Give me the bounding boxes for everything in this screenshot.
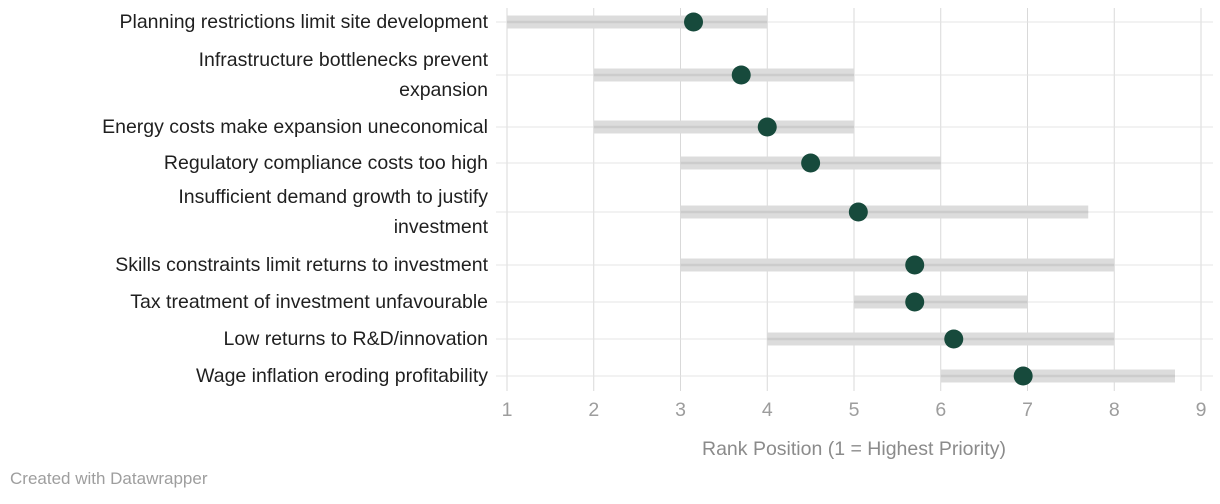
row-label: Infrastructure bottlenecks prevent expans… <box>8 45 488 105</box>
row-label: Tax treatment of investment unfavourable <box>8 287 488 317</box>
row-label: Energy costs make expansion uneconomical <box>8 112 488 142</box>
x-tick-label: 8 <box>1109 399 1120 421</box>
row-label-line: Wage inflation eroding profitability <box>196 365 488 387</box>
x-tick-label: 7 <box>1022 399 1033 421</box>
row-label-line: Planning restrictions limit site develop… <box>119 11 488 33</box>
rank-dot <box>731 65 751 85</box>
chart-plot: 1 2 3 4 5 6 7 8 9 Rank Position (1 = Highest Prio… <box>496 8 1213 460</box>
row-label: Low returns to R&D/innovation <box>8 324 488 354</box>
x-tick-label: 1 <box>502 399 513 421</box>
row-label-line: Regulatory compliance costs too high <box>163 152 488 174</box>
rank-dot <box>1013 366 1033 386</box>
rank-dot <box>848 202 868 222</box>
row-label: Insufficient demand growth to justify inv… <box>8 182 488 242</box>
row-labels: Planning restrictions limit site develop… <box>8 7 488 391</box>
row-label-line: Infrastructure bottlenecks prevent <box>198 49 488 71</box>
x-tick-label: 5 <box>849 399 860 421</box>
x-tick-label: 6 <box>935 399 946 421</box>
row-label-line: Energy costs make expansion uneconomical <box>102 116 488 138</box>
row-label: Wage inflation eroding profitability <box>8 361 488 391</box>
row-label: Skills constraints limit returns to inve… <box>8 250 488 280</box>
row-label-line: expansion <box>399 79 488 101</box>
rank-dot <box>905 292 925 312</box>
x-axis-title: Rank Position (1 = Highest Priority) <box>702 438 1006 460</box>
rank-dot <box>801 153 821 173</box>
x-tick-label: 9 <box>1196 399 1207 421</box>
datawrapper-credit: Created with Datawrapper <box>10 469 208 488</box>
rank-dot <box>757 117 777 137</box>
rank-dot <box>944 329 964 349</box>
x-tick-label: 2 <box>588 399 599 421</box>
row-label-line: investment <box>393 216 488 238</box>
x-tick-label: 4 <box>762 399 773 421</box>
row-label-line: Low returns to R&D/innovation <box>223 328 488 350</box>
rank-dot <box>905 255 925 275</box>
x-tick-label: 3 <box>675 399 686 421</box>
rank-dot <box>684 12 704 32</box>
row-label: Planning restrictions limit site develop… <box>8 7 488 37</box>
row-label-line: Skills constraints limit returns to inve… <box>115 254 488 276</box>
row-label-line: Insufficient demand growth to justify <box>178 186 488 208</box>
row-label: Regulatory compliance costs too high <box>8 148 488 178</box>
row-label-line: Tax treatment of investment unfavourable <box>130 291 488 313</box>
